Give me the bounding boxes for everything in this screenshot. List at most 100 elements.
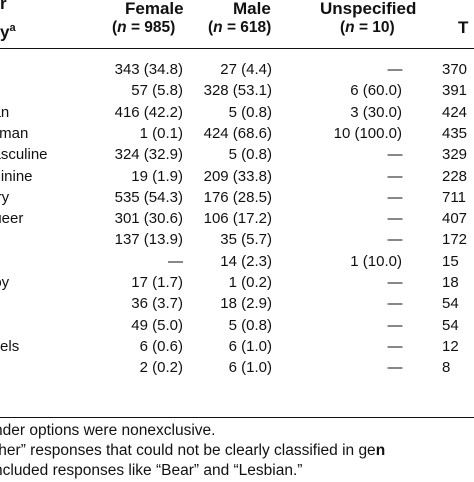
header-female-count: = 985 — [126, 19, 171, 36]
cell-male: 328 (53.1) — [203, 82, 272, 100]
table-row: irl36 (3.7)18 (2.9)—54 — [0, 293, 474, 314]
cell-unspecified: — — [387, 337, 403, 355]
cell-female: 19 (1.9) — [131, 167, 183, 185]
row-label: rqueer — [0, 210, 24, 228]
header-male: Male — [233, 0, 271, 18]
header-total: T — [458, 18, 469, 37]
cell-total: 54 — [442, 295, 459, 313]
cell-male: 5 (0.8) — [228, 103, 272, 121]
cell-total: 391 — [442, 82, 468, 100]
cell-total: 329 — [442, 146, 468, 164]
cell-male: 6 (1.0) — [228, 337, 272, 355]
header-female-n: (n = 985) — [112, 19, 176, 36]
cell-female: 49 (5.0) — [131, 316, 183, 334]
cell-total: 18 — [442, 274, 459, 291]
cell-total: 54 — [442, 316, 459, 334]
cell-unspecified: 6 (60.0) — [350, 82, 402, 100]
cell-unspecified: — — [387, 167, 403, 185]
cell-unspecified: — — [387, 231, 403, 249]
cell-total: 8 — [442, 359, 451, 377]
table-row: oy49 (5.0)5 (0.8)—54 — [0, 315, 474, 336]
cell-male: 1 (0.2) — [228, 274, 272, 291]
header-unspecified-count: = 10 — [354, 19, 390, 36]
table-row: 2 (0.2) 6 (1.0) — 8 — [0, 357, 474, 378]
cell-total: 424 — [442, 103, 468, 121]
cell-female: 137 (13.9) — [114, 231, 183, 249]
footnote-b: ther” responses that could not be clearl… — [0, 440, 385, 462]
cell-male: 27 (4.4) — [220, 61, 272, 78]
cell-unspecified: 10 (100.0) — [333, 124, 402, 142]
header-unspecified: Unspecified — [320, 0, 417, 18]
cell-female: 416 (42.2) — [114, 103, 183, 121]
table-row: er137 (13.9)35 (5.7)—172 — [0, 229, 474, 250]
cell-female: 57 (5.8) — [131, 82, 183, 100]
n-symbol: n — [117, 19, 127, 36]
footnote-b-text: ther” responses that could not be clearl… — [0, 442, 376, 459]
table-row: eminine 19 (1.9) 209 (33.8) — 228 — [0, 166, 474, 187]
cell-unspecified: 3 (30.0) — [350, 103, 402, 121]
row-label: nary — [0, 188, 10, 206]
cell-male: 106 (17.2) — [203, 210, 272, 228]
cell-male: 5 (0.8) — [228, 316, 272, 334]
footnote-a: nder options were nonexclusive. — [0, 422, 216, 439]
cell-female: 17 (1.7) — [131, 274, 183, 291]
table-row: 343 (34.8) 27 (4.4) — 370 — [0, 59, 474, 80]
cell-male: 14 (2.3) — [220, 252, 272, 270]
row-label: rboy — [0, 274, 10, 291]
cell-total: 370 — [442, 61, 468, 78]
cell-total: 15 — [442, 252, 459, 270]
cell-total: 407 — [442, 210, 468, 228]
cell-total: 172 — [442, 231, 468, 249]
cell-total: 228 — [442, 167, 468, 185]
table-row: irl—14 (2.3)1 (10.0)15 — [0, 251, 474, 272]
cell-unspecified: — — [387, 295, 403, 313]
header-male-count: = 618 — [222, 19, 267, 36]
cell-unspecified: — — [387, 274, 403, 291]
header-unspecified-n: (n = 10) — [340, 19, 395, 36]
table-row: rboy 17 (1.7) 1 (0.2) — 18 — [0, 272, 474, 293]
footnote-b-bold: n — [375, 442, 386, 459]
cell-female: 6 (0.6) — [139, 337, 183, 355]
header-footnote-marker: a — [9, 22, 16, 34]
row-label: masculine — [0, 146, 48, 164]
cell-total: 435 — [442, 124, 468, 142]
cell-female: 1 (0.1) — [139, 124, 183, 142]
header-rule — [0, 48, 474, 49]
cell-male: 6 (1.0) — [228, 359, 272, 377]
cell-total: 711 — [442, 188, 466, 206]
cell-unspecified: — — [387, 61, 403, 78]
row-label: eminine — [0, 167, 33, 185]
cell-unspecified: — — [387, 359, 403, 377]
row-label: labels — [0, 337, 20, 355]
cell-total: 12 — [442, 337, 459, 355]
bottom-rule — [0, 417, 474, 418]
header-gender-identity-line1: r — [0, 0, 7, 13]
table-row: labels 6 (0.6) 6 (1.0) — 12 — [0, 336, 474, 357]
cell-male: 176 (28.5) — [203, 188, 272, 206]
header-female: Female — [125, 0, 184, 18]
header-identity-text: y — [0, 22, 10, 42]
cell-male: 209 (33.8) — [203, 167, 272, 185]
footnote-c: ncluded responses like “Bear” and “Lesbi… — [0, 462, 303, 479]
row-label: man — [0, 103, 10, 121]
cell-male: 5 (0.8) — [228, 146, 272, 164]
cell-male: 424 (68.6) — [203, 124, 272, 142]
cell-unspecified: — — [387, 188, 403, 206]
cell-female: 301 (30.6) — [114, 210, 183, 228]
cell-unspecified: — — [387, 210, 403, 228]
table-row: nary 535 (54.3) 176 (28.5) — 711 — [0, 187, 474, 208]
cell-male: 18 (2.9) — [220, 295, 272, 313]
cell-female: 535 (54.3) — [114, 188, 183, 206]
row-label: woman — [0, 124, 29, 142]
cell-female: — — [168, 252, 183, 270]
table-row: rqueer 301 (30.6) 106 (17.2) — 407 — [0, 208, 474, 229]
cell-unspecified: — — [387, 146, 403, 164]
cell-female: 2 (0.2) — [139, 359, 183, 377]
header-male-n: (n = 618) — [208, 19, 272, 36]
cell-female: 324 (32.9) — [114, 146, 183, 164]
n-symbol: n — [213, 19, 223, 36]
header-gender-identity-line2: ya — [0, 18, 16, 43]
cell-female: 343 (34.8) — [114, 61, 183, 78]
table-row: n57 (5.8)328 (53.1)6 (60.0)391 — [0, 80, 474, 101]
